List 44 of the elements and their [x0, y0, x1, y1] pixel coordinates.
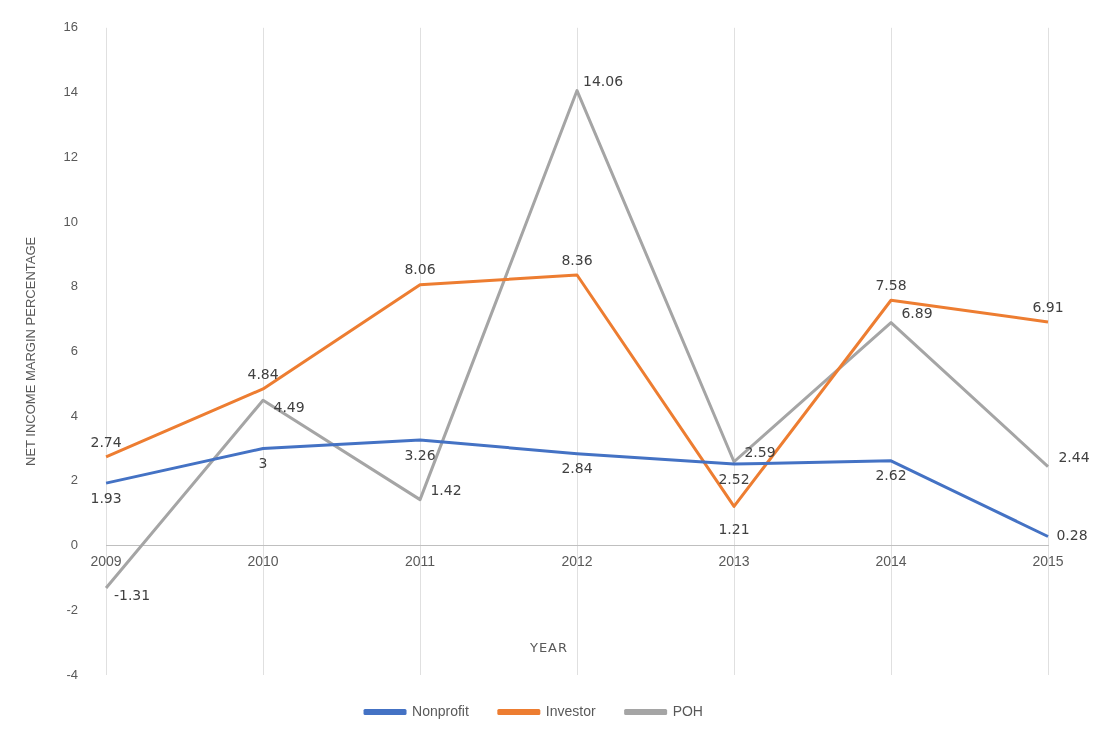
y-tick-label: 14: [63, 84, 79, 100]
data-label: 3: [258, 455, 268, 472]
data-label: 8.06: [404, 261, 436, 278]
data-label: 4.84: [247, 365, 279, 382]
y-tick-label: 16: [63, 19, 79, 35]
x-tick-label: 2012: [561, 552, 593, 569]
data-label: 14.06: [582, 73, 624, 90]
x-tick-label: 2011: [404, 552, 436, 569]
y-axis-title: NET INCOME MARGIN PERCENTAGE: [23, 236, 39, 467]
legend-label: Investor: [545, 702, 596, 719]
y-tick-label: 2: [70, 472, 79, 488]
y-tick-label: 4: [70, 407, 79, 423]
y-tick-label: 6: [70, 342, 79, 358]
x-tick-label: 2013: [718, 552, 750, 569]
data-label: 2.59: [744, 444, 776, 461]
data-label: 8.36: [561, 251, 593, 268]
data-label: 1.42: [430, 482, 462, 499]
data-label: 3.26: [404, 446, 436, 463]
legend-label: POH: [672, 702, 703, 719]
x-tick-label: 2014: [875, 552, 907, 569]
data-label: 6.91: [1032, 298, 1064, 315]
data-label: 4.49: [273, 398, 305, 415]
data-label: 1.21: [718, 521, 750, 538]
y-tick-label: 0: [70, 537, 79, 553]
data-label: 2.52: [718, 470, 750, 487]
x-tick-label: 2009: [90, 552, 122, 569]
data-label: 2.62: [875, 467, 907, 484]
data-label: 2.74: [90, 433, 122, 450]
y-tick-label: 10: [63, 213, 79, 229]
x-tick-label: 2010: [247, 552, 279, 569]
data-label: 2.84: [561, 460, 593, 477]
legend-label: Nonprofit: [412, 702, 469, 719]
data-label: 2.44: [1058, 449, 1090, 466]
data-label: 0.28: [1056, 527, 1088, 544]
y-tick-label: 8: [70, 278, 79, 294]
y-tick-label: -4: [66, 666, 79, 682]
y-tick-label: 12: [63, 148, 79, 164]
data-label: -1.31: [113, 586, 151, 603]
x-axis-title: YEAR: [528, 640, 570, 655]
data-label: 1.93: [90, 489, 122, 506]
data-label: 6.89: [901, 305, 933, 322]
data-label: 7.58: [875, 276, 907, 293]
x-tick-label: 2015: [1032, 552, 1064, 569]
y-tick-label: -2: [66, 601, 79, 617]
